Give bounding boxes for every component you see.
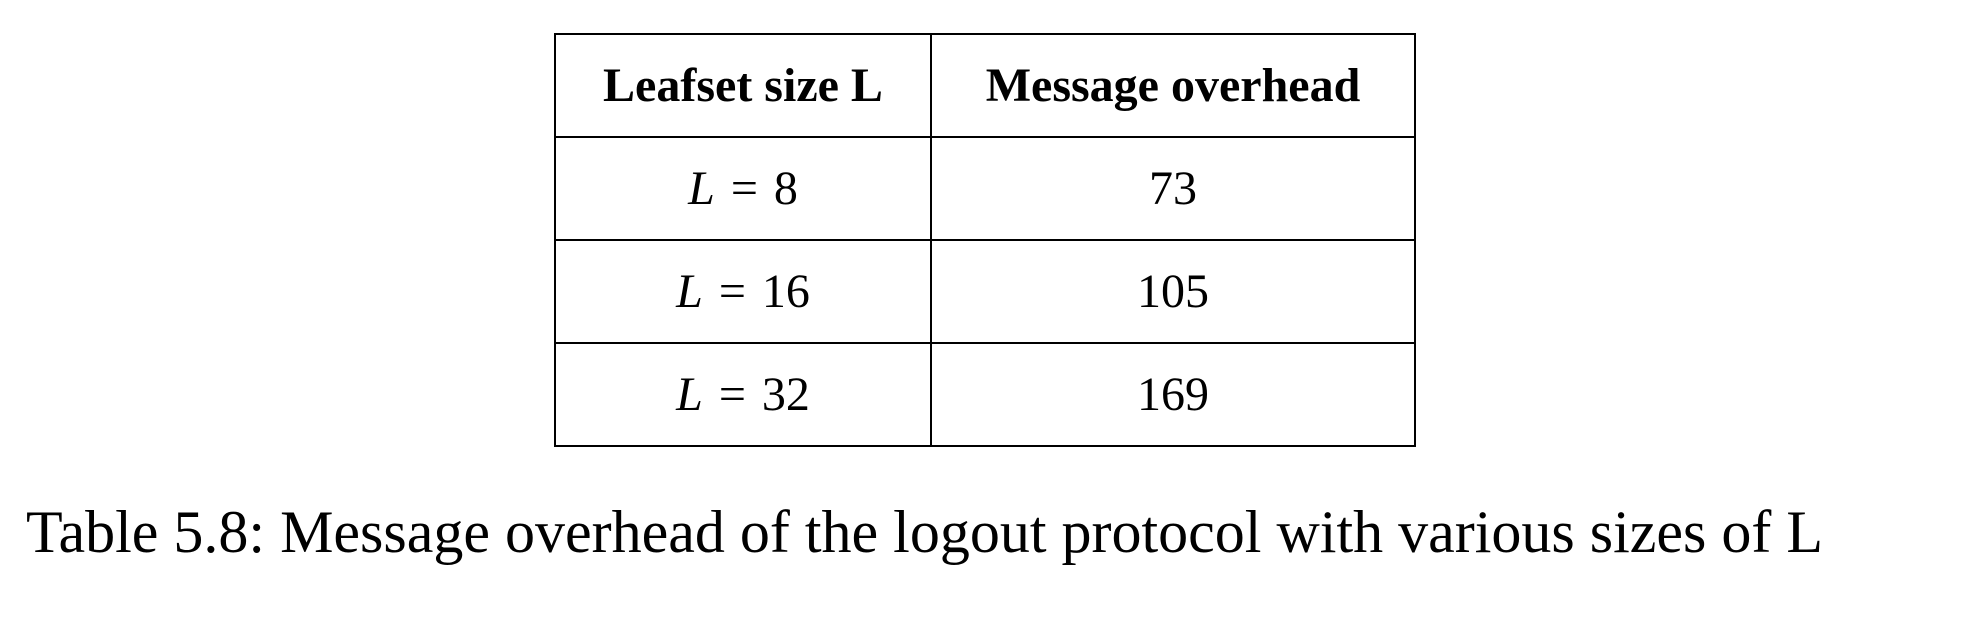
leafset-size-cell: L = 8 xyxy=(554,136,932,241)
message-overhead-cell: 105 xyxy=(930,239,1416,344)
leafset-size-value: 8 xyxy=(773,162,798,215)
leafset-variable: L xyxy=(688,162,715,215)
header-message-overhead: Message overhead xyxy=(930,33,1416,138)
message-overhead-cell: 169 xyxy=(930,342,1416,447)
leafset-size-value: 16 xyxy=(761,265,810,318)
leafset-variable: L xyxy=(676,368,703,421)
leafset-variable: L xyxy=(676,265,703,318)
equals-sign: = xyxy=(718,368,746,421)
table-row: L = 32 169 xyxy=(554,342,1416,447)
table-header-row: Leafset size L Message overhead xyxy=(554,33,1416,138)
equals-sign: = xyxy=(718,265,746,318)
table-row: L = 8 73 xyxy=(554,136,1416,241)
message-overhead-cell: 73 xyxy=(930,136,1416,241)
leafset-size-cell: L = 16 xyxy=(554,239,932,344)
equals-sign: = xyxy=(730,162,758,215)
results-table: Leafset size L Message overhead L = 8 73 L… xyxy=(554,33,1416,447)
header-leafset-size: Leafset size L xyxy=(554,33,932,138)
table-caption: Table 5.8: Message overhead of the logou… xyxy=(26,499,1824,565)
table-row: L = 16 105 xyxy=(554,239,1416,344)
leafset-size-cell: L = 32 xyxy=(554,342,932,447)
leafset-size-value: 32 xyxy=(761,368,810,421)
